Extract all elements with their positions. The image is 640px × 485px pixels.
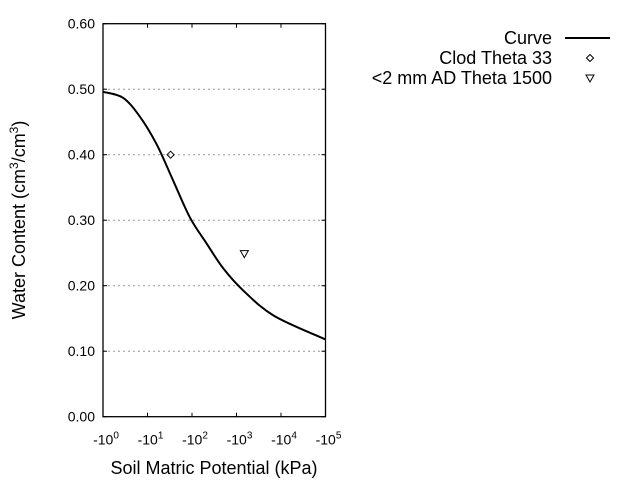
x-tick-label: -101 [138,431,164,448]
y-tick-label: 0.50 [68,81,95,97]
legend-marker-diamond [585,53,595,63]
legend-label: Clod Theta 33 [439,48,552,68]
data-point-diamond [166,150,175,159]
x-tick-label: -102 [182,431,208,448]
curve-line [102,90,326,341]
ticks: 0.00 0.10 0.20 0.30 0.40 0.50 0.60 -100 -101 -102… [68,16,342,448]
x-axis-label: Soil Matric Potential (kPa) [110,458,317,478]
y-tick-label: 0.00 [68,409,95,425]
legend-label: Curve [504,28,552,48]
series [102,90,326,341]
y-tick-label: 0.30 [68,212,95,228]
data-point-triangle-down [239,250,250,259]
legend-marker-triangle-down [585,74,595,84]
y-tick-label: 0.40 [68,147,95,163]
gridlines [103,88,326,352]
x-tick-label: -100 [93,431,119,448]
x-tick-label: -105 [316,431,342,448]
y-tick-label: 0.60 [68,16,95,32]
x-tick-label: -103 [227,431,253,448]
legend-label: <2 mm AD Theta 1500 [372,68,552,88]
x-tick-label: -104 [271,431,297,448]
y-axis-label: Water Content (cm3/cm3) [7,121,29,320]
y-tick-label: 0.20 [68,278,95,294]
y-tick-label: 0.10 [68,343,95,359]
